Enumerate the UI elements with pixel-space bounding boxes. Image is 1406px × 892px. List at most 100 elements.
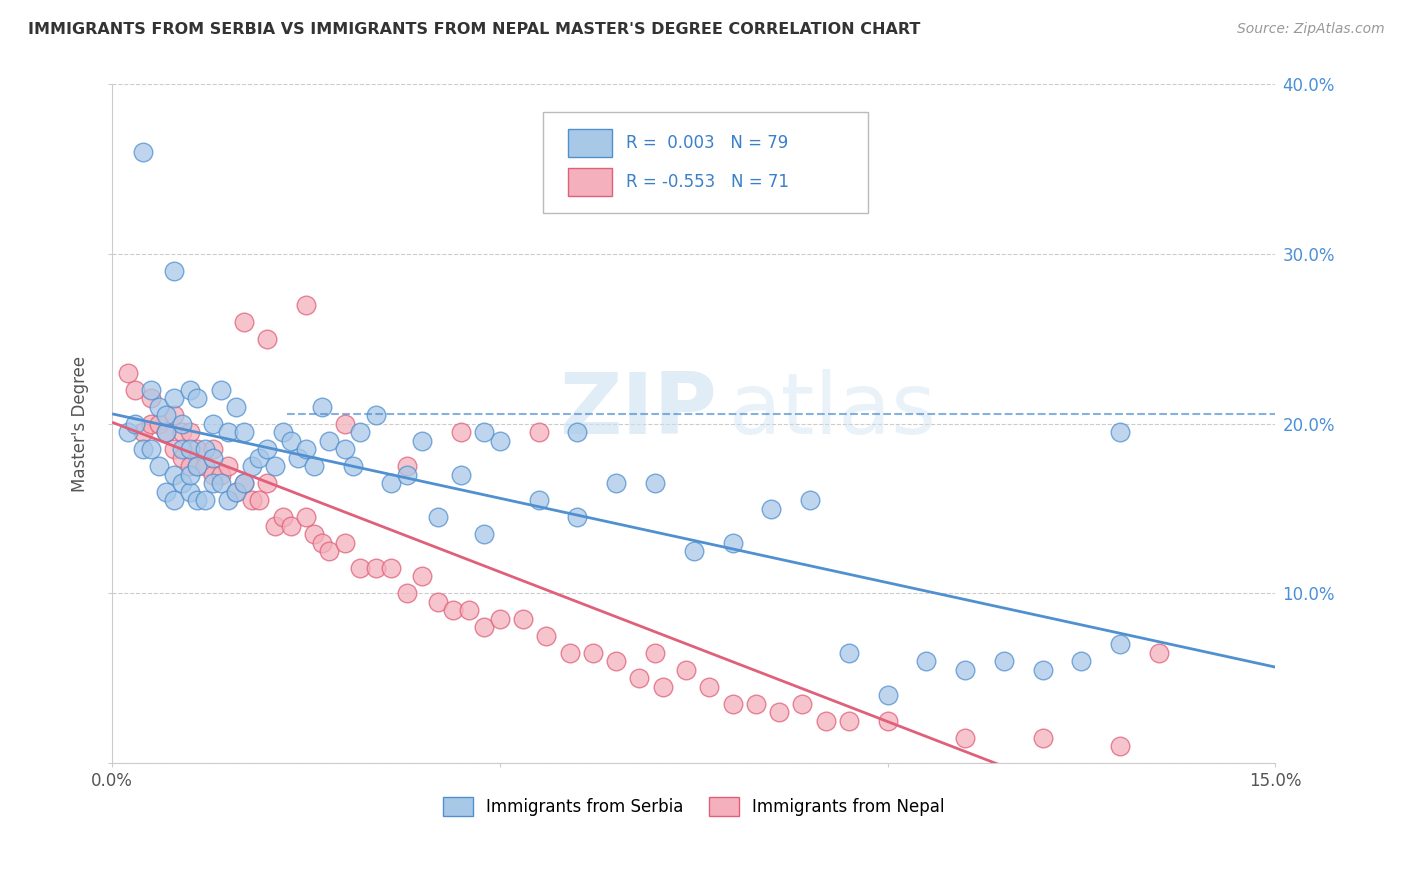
Point xyxy=(124,383,146,397)
Point xyxy=(287,450,309,465)
Point xyxy=(117,425,139,440)
Point xyxy=(186,442,208,457)
Point xyxy=(761,501,783,516)
Point xyxy=(233,425,256,440)
Point xyxy=(450,467,472,482)
Point xyxy=(311,400,333,414)
Point xyxy=(342,459,364,474)
Point xyxy=(349,425,371,440)
Point xyxy=(233,315,256,329)
Point xyxy=(163,467,186,482)
Point xyxy=(155,409,177,423)
Point xyxy=(792,697,814,711)
Point xyxy=(395,467,418,482)
Point xyxy=(163,409,186,423)
Point xyxy=(644,476,666,491)
Point xyxy=(194,459,217,474)
Point xyxy=(457,603,479,617)
Point xyxy=(318,434,340,448)
Point xyxy=(240,493,263,508)
Point xyxy=(186,459,208,474)
Text: IMMIGRANTS FROM SERBIA VS IMMIGRANTS FROM NEPAL MASTER'S DEGREE CORRELATION CHAR: IMMIGRANTS FROM SERBIA VS IMMIGRANTS FRO… xyxy=(28,22,921,37)
Legend: Immigrants from Serbia, Immigrants from Nepal: Immigrants from Serbia, Immigrants from … xyxy=(436,790,952,822)
FancyBboxPatch shape xyxy=(568,168,613,196)
Point xyxy=(179,459,201,474)
Point xyxy=(179,425,201,440)
Point xyxy=(256,442,278,457)
Point xyxy=(644,646,666,660)
Point xyxy=(117,366,139,380)
Point xyxy=(721,535,744,549)
Point xyxy=(256,476,278,491)
Point xyxy=(474,620,496,634)
Point xyxy=(441,603,464,617)
Point xyxy=(240,459,263,474)
Point xyxy=(536,629,558,643)
Point xyxy=(993,654,1015,668)
Point xyxy=(209,467,232,482)
Point xyxy=(474,527,496,541)
Point xyxy=(364,561,387,575)
Point xyxy=(139,383,162,397)
Text: R = -0.553   N = 71: R = -0.553 N = 71 xyxy=(626,173,789,191)
Point xyxy=(155,425,177,440)
Point xyxy=(132,145,155,160)
Point xyxy=(567,510,589,524)
Point xyxy=(682,544,704,558)
Point xyxy=(186,392,208,406)
Point xyxy=(411,434,433,448)
Point xyxy=(163,493,186,508)
Point xyxy=(876,688,898,702)
Point xyxy=(264,459,287,474)
Point xyxy=(1032,731,1054,745)
Point xyxy=(249,450,271,465)
Point xyxy=(953,663,976,677)
Point xyxy=(233,476,256,491)
Point xyxy=(201,450,224,465)
Point xyxy=(651,680,673,694)
Point xyxy=(302,459,325,474)
Point xyxy=(155,425,177,440)
Point xyxy=(217,425,239,440)
Point xyxy=(1070,654,1092,668)
Point xyxy=(249,493,271,508)
Point xyxy=(264,518,287,533)
Point xyxy=(558,646,581,660)
Point xyxy=(838,714,860,728)
Point xyxy=(170,425,193,440)
Point xyxy=(915,654,938,668)
Point xyxy=(139,417,162,431)
Point xyxy=(582,646,605,660)
Point xyxy=(876,714,898,728)
Point xyxy=(170,450,193,465)
Point xyxy=(768,705,790,719)
Point xyxy=(745,697,768,711)
Point xyxy=(628,671,651,685)
Point xyxy=(302,527,325,541)
Point xyxy=(1147,646,1170,660)
Point xyxy=(1109,637,1132,651)
Point xyxy=(201,476,224,491)
Point xyxy=(1109,425,1132,440)
Point xyxy=(311,535,333,549)
Point xyxy=(333,417,356,431)
Point xyxy=(155,484,177,499)
Point xyxy=(163,392,186,406)
Point xyxy=(194,442,217,457)
Point xyxy=(489,612,512,626)
Point xyxy=(675,663,697,677)
Point xyxy=(170,476,193,491)
Point xyxy=(349,561,371,575)
Point xyxy=(139,442,162,457)
Point xyxy=(295,510,318,524)
FancyBboxPatch shape xyxy=(543,112,869,213)
Point xyxy=(225,400,247,414)
Point xyxy=(280,434,302,448)
Point xyxy=(426,510,449,524)
Point xyxy=(209,476,232,491)
Point xyxy=(333,442,356,457)
Text: ZIP: ZIP xyxy=(560,368,717,451)
Point xyxy=(799,493,821,508)
Point xyxy=(395,586,418,600)
Point xyxy=(233,476,256,491)
